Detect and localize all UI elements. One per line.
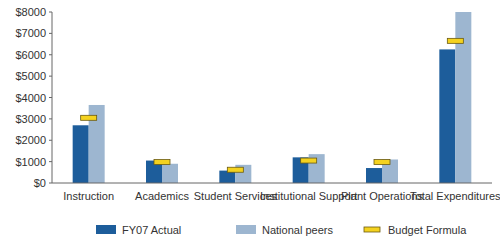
bar — [73, 125, 89, 183]
legend-swatch — [364, 227, 380, 232]
y-tick-label: $2000 — [15, 134, 46, 146]
bar — [366, 168, 382, 183]
y-axis — [52, 12, 53, 183]
legend-label: FY07 Actual — [122, 224, 181, 236]
bar — [455, 12, 471, 183]
x-axis — [52, 183, 492, 184]
legend-swatch — [96, 225, 116, 234]
budget-marker — [227, 167, 243, 172]
bar — [162, 164, 178, 183]
x-tick-label: Instruction — [63, 190, 114, 202]
y-tick-label: $8000 — [15, 6, 46, 18]
y-tick-label: $0 — [34, 177, 46, 189]
y-tick-label: $6000 — [15, 49, 46, 61]
legend-label: Budget Formula — [388, 224, 467, 236]
y-tick-label: $3000 — [15, 113, 46, 125]
legend-swatch — [236, 225, 256, 234]
x-tick-label: Academics — [135, 190, 189, 202]
y-tick-label: $1000 — [15, 156, 46, 168]
budget-marker — [374, 160, 390, 165]
bar — [439, 49, 455, 183]
y-tick-label: $7000 — [15, 27, 46, 39]
chart: $0 $1000 $2000 $3000 $4000 $5000 $6000 $7000 $80… — [0, 0, 500, 250]
x-tick-label: Total Expenditures — [410, 190, 500, 202]
budget-marker — [81, 115, 97, 120]
budget-marker — [301, 158, 317, 163]
y-tick-label: $5000 — [15, 70, 46, 82]
y-tick-label: $4000 — [15, 92, 46, 104]
budget-marker — [154, 160, 170, 165]
marks — [73, 12, 472, 183]
budget-marker — [447, 38, 463, 43]
legend-label: National peers — [262, 224, 333, 236]
